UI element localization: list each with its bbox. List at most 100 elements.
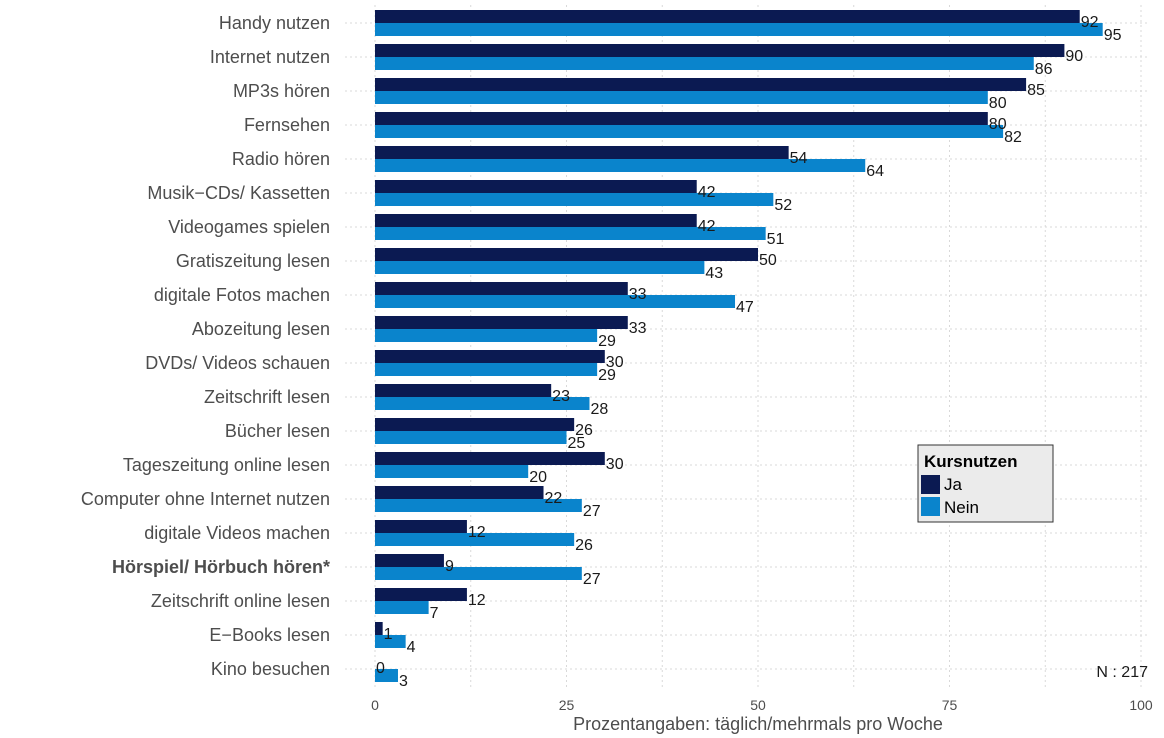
legend-swatch-ja [921,475,940,494]
data-label-ja: 23 [552,388,570,405]
data-label-ja: 92 [1081,14,1099,31]
data-label-nein: 52 [774,197,792,214]
data-label-ja: 33 [629,286,647,303]
data-label-ja: 50 [759,252,777,269]
bar-nein [375,601,429,614]
data-label-nein: 95 [1104,27,1122,44]
data-label-nein: 43 [705,265,723,282]
bar-nein [375,91,988,104]
bar-ja [375,452,605,465]
category-label: Bücher lesen [225,421,330,441]
bar-ja [375,350,605,363]
data-label-nein: 28 [590,401,608,418]
category-label: Handy nutzen [219,13,330,33]
category-label: DVDs/ Videos schauen [145,353,330,373]
bar-ja [375,146,789,159]
data-label-nein: 29 [598,333,616,350]
category-label: digitale Fotos machen [154,285,330,305]
bar-nein [375,567,582,580]
data-label-nein: 7 [430,605,439,622]
data-label-ja: 26 [575,422,593,439]
data-label-ja: 54 [790,150,808,167]
bar-ja [375,384,552,397]
data-label-ja: 42 [698,184,716,201]
category-label: Hörspiel/ Hörbuch hören* [112,557,330,577]
category-label: Zeitschrift lesen [204,387,330,407]
bar-ja [375,486,544,499]
data-label-nein: 25 [568,435,586,452]
category-label: Videogames spielen [168,217,330,237]
x-axis-title: Prozentangaben: täglich/mehrmals pro Woc… [573,714,943,734]
category-labels: Handy nutzen Internet nutzen MP3s hören Fer… [81,13,330,679]
x-tick-label: 75 [942,697,958,713]
bar-ja [375,248,758,261]
bar-nein [375,499,582,512]
data-label-nein: 64 [866,163,884,180]
category-label: Zeitschrift online lesen [151,591,330,611]
legend-swatch-nein [921,497,940,516]
data-label-ja: 90 [1065,48,1083,65]
legend-title: Kursnutzen [924,452,1018,471]
bar-ja [375,316,628,329]
bar-ja [375,622,383,635]
bar-ja [375,44,1065,57]
data-label-nein: 51 [767,231,785,248]
bars [375,10,1103,682]
data-label-nein: 82 [1004,129,1022,146]
data-label-ja: 0 [376,660,385,677]
data-label-ja: 1 [384,626,393,643]
data-label-nein: 3 [399,673,408,690]
data-label-nein: 26 [575,537,593,554]
data-label-nein: 80 [989,95,1007,112]
bar-nein [375,533,575,546]
bar-nein [375,329,598,342]
category-label: Tageszeitung online lesen [123,455,330,475]
data-label-ja: 30 [606,354,624,371]
category-label: digitale Videos machen [144,523,330,543]
category-label: Fernsehen [244,115,330,135]
bar-ja [375,554,444,567]
bar-ja [375,520,467,533]
category-label: Gratiszeitung lesen [176,251,330,271]
bar-nein [375,193,774,206]
category-label: Abozeitung lesen [192,319,330,339]
x-tick-label: 25 [559,697,575,713]
data-label-ja: 12 [468,524,486,541]
category-label: E−Books lesen [209,625,330,645]
value-labels: 9295908685808082546442524251504333473329… [376,14,1122,690]
bar-nein [375,431,567,444]
bar-nein [375,295,736,308]
x-tick-label: 100 [1129,697,1153,713]
data-label-ja: 12 [468,592,486,609]
legend: Kursnutzen Ja Nein [917,444,1054,523]
legend-label-ja: Ja [944,475,963,494]
data-label-ja: 80 [989,116,1007,133]
data-label-nein: 29 [598,367,616,384]
category-label: Musik−CDs/ Kassetten [147,183,330,203]
bar-ja [375,112,988,125]
x-tick-labels: 0 25 50 75 100 [371,697,1153,713]
bar-ja [375,418,575,431]
bar-ja [375,588,467,601]
category-label: Computer ohne Internet nutzen [81,489,330,509]
data-label-ja: 85 [1027,82,1045,99]
bar-ja [375,10,1080,23]
data-label-nein: 27 [583,571,601,588]
bar-ja [375,78,1027,91]
category-label: Kino besuchen [211,659,330,679]
data-label-nein: 20 [529,469,547,486]
bar-nein [375,125,1004,138]
grid-lines [345,5,1150,690]
sample-size-note: N : 217 [1096,664,1148,681]
bar-nein [375,159,866,172]
legend-label-nein: Nein [944,498,979,517]
data-label-ja: 42 [698,218,716,235]
legend-box [917,444,1054,523]
x-tick-label: 50 [750,697,766,713]
bar-ja [375,282,628,295]
bar-ja [375,180,697,193]
data-label-nein: 47 [736,299,754,316]
bar-nein [375,23,1103,36]
bar-nein [375,465,529,478]
